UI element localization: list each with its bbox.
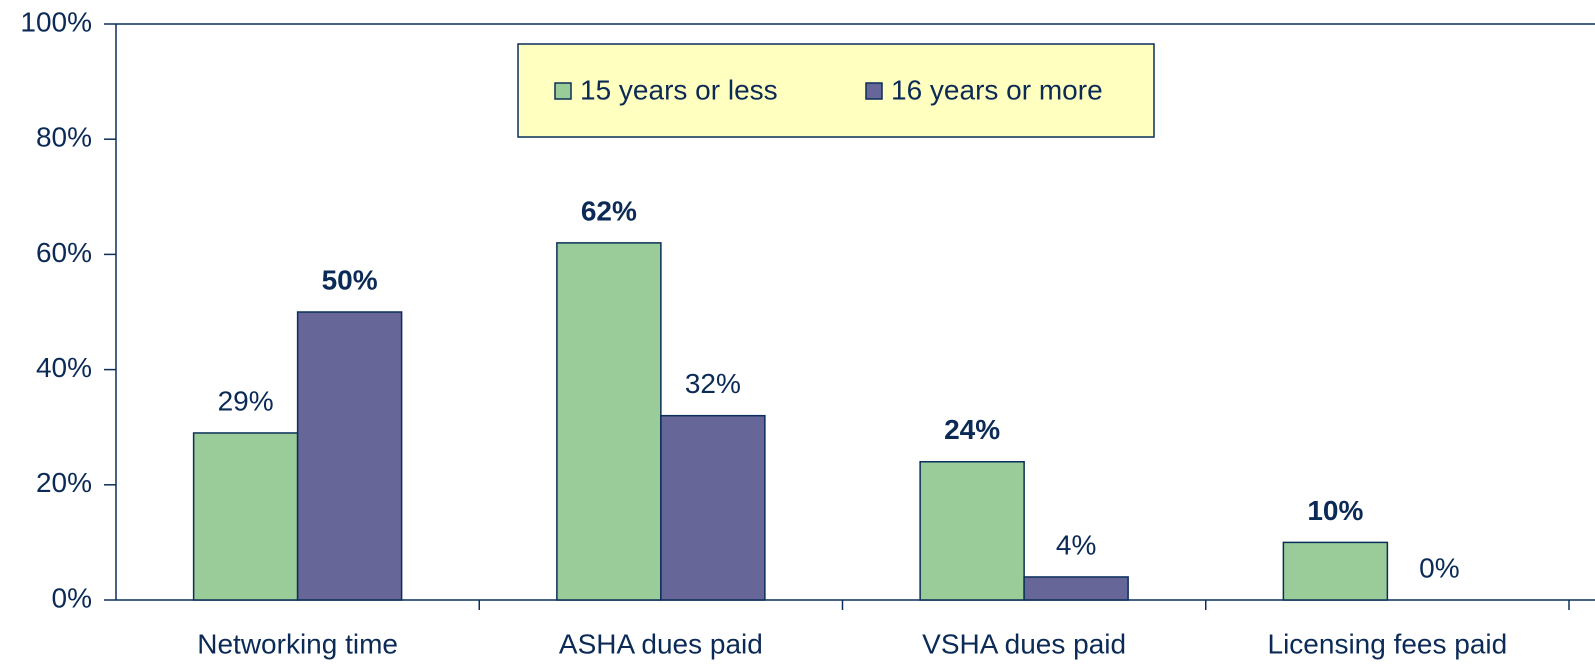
x-tick-label: VSHA dues paid — [922, 628, 1126, 659]
y-tick-label: 40% — [36, 352, 92, 383]
y-tick-label: 20% — [36, 467, 92, 498]
x-tick-label: ASHA dues paid — [559, 628, 763, 659]
y-tick-label: 80% — [36, 122, 92, 153]
value-label: 32% — [685, 368, 741, 399]
legend-box — [517, 43, 1155, 138]
bar — [556, 242, 662, 601]
legend-label: 15 years or less — [580, 74, 778, 105]
legend-swatch — [865, 82, 883, 100]
legend-swatch — [554, 82, 572, 100]
bar — [296, 311, 403, 601]
bar — [192, 432, 299, 601]
value-label: 29% — [218, 385, 274, 416]
x-tick-label: Licensing fees paid — [1268, 628, 1508, 659]
value-label: 50% — [322, 264, 378, 295]
y-tick-label: 60% — [36, 237, 92, 268]
value-label: 10% — [1307, 495, 1363, 526]
y-tick-label: 0% — [52, 582, 92, 613]
bar — [919, 461, 1025, 601]
value-label: 24% — [944, 414, 1000, 445]
bar — [1023, 576, 1129, 601]
bar — [660, 414, 766, 601]
legend-label: 16 years or more — [891, 74, 1103, 105]
value-label: 0% — [1419, 552, 1459, 583]
y-tick-label: 100% — [20, 6, 92, 37]
x-tick-label: Networking time — [197, 628, 398, 659]
bar — [1282, 541, 1389, 601]
value-label: 4% — [1056, 529, 1096, 560]
value-label: 62% — [581, 195, 637, 226]
